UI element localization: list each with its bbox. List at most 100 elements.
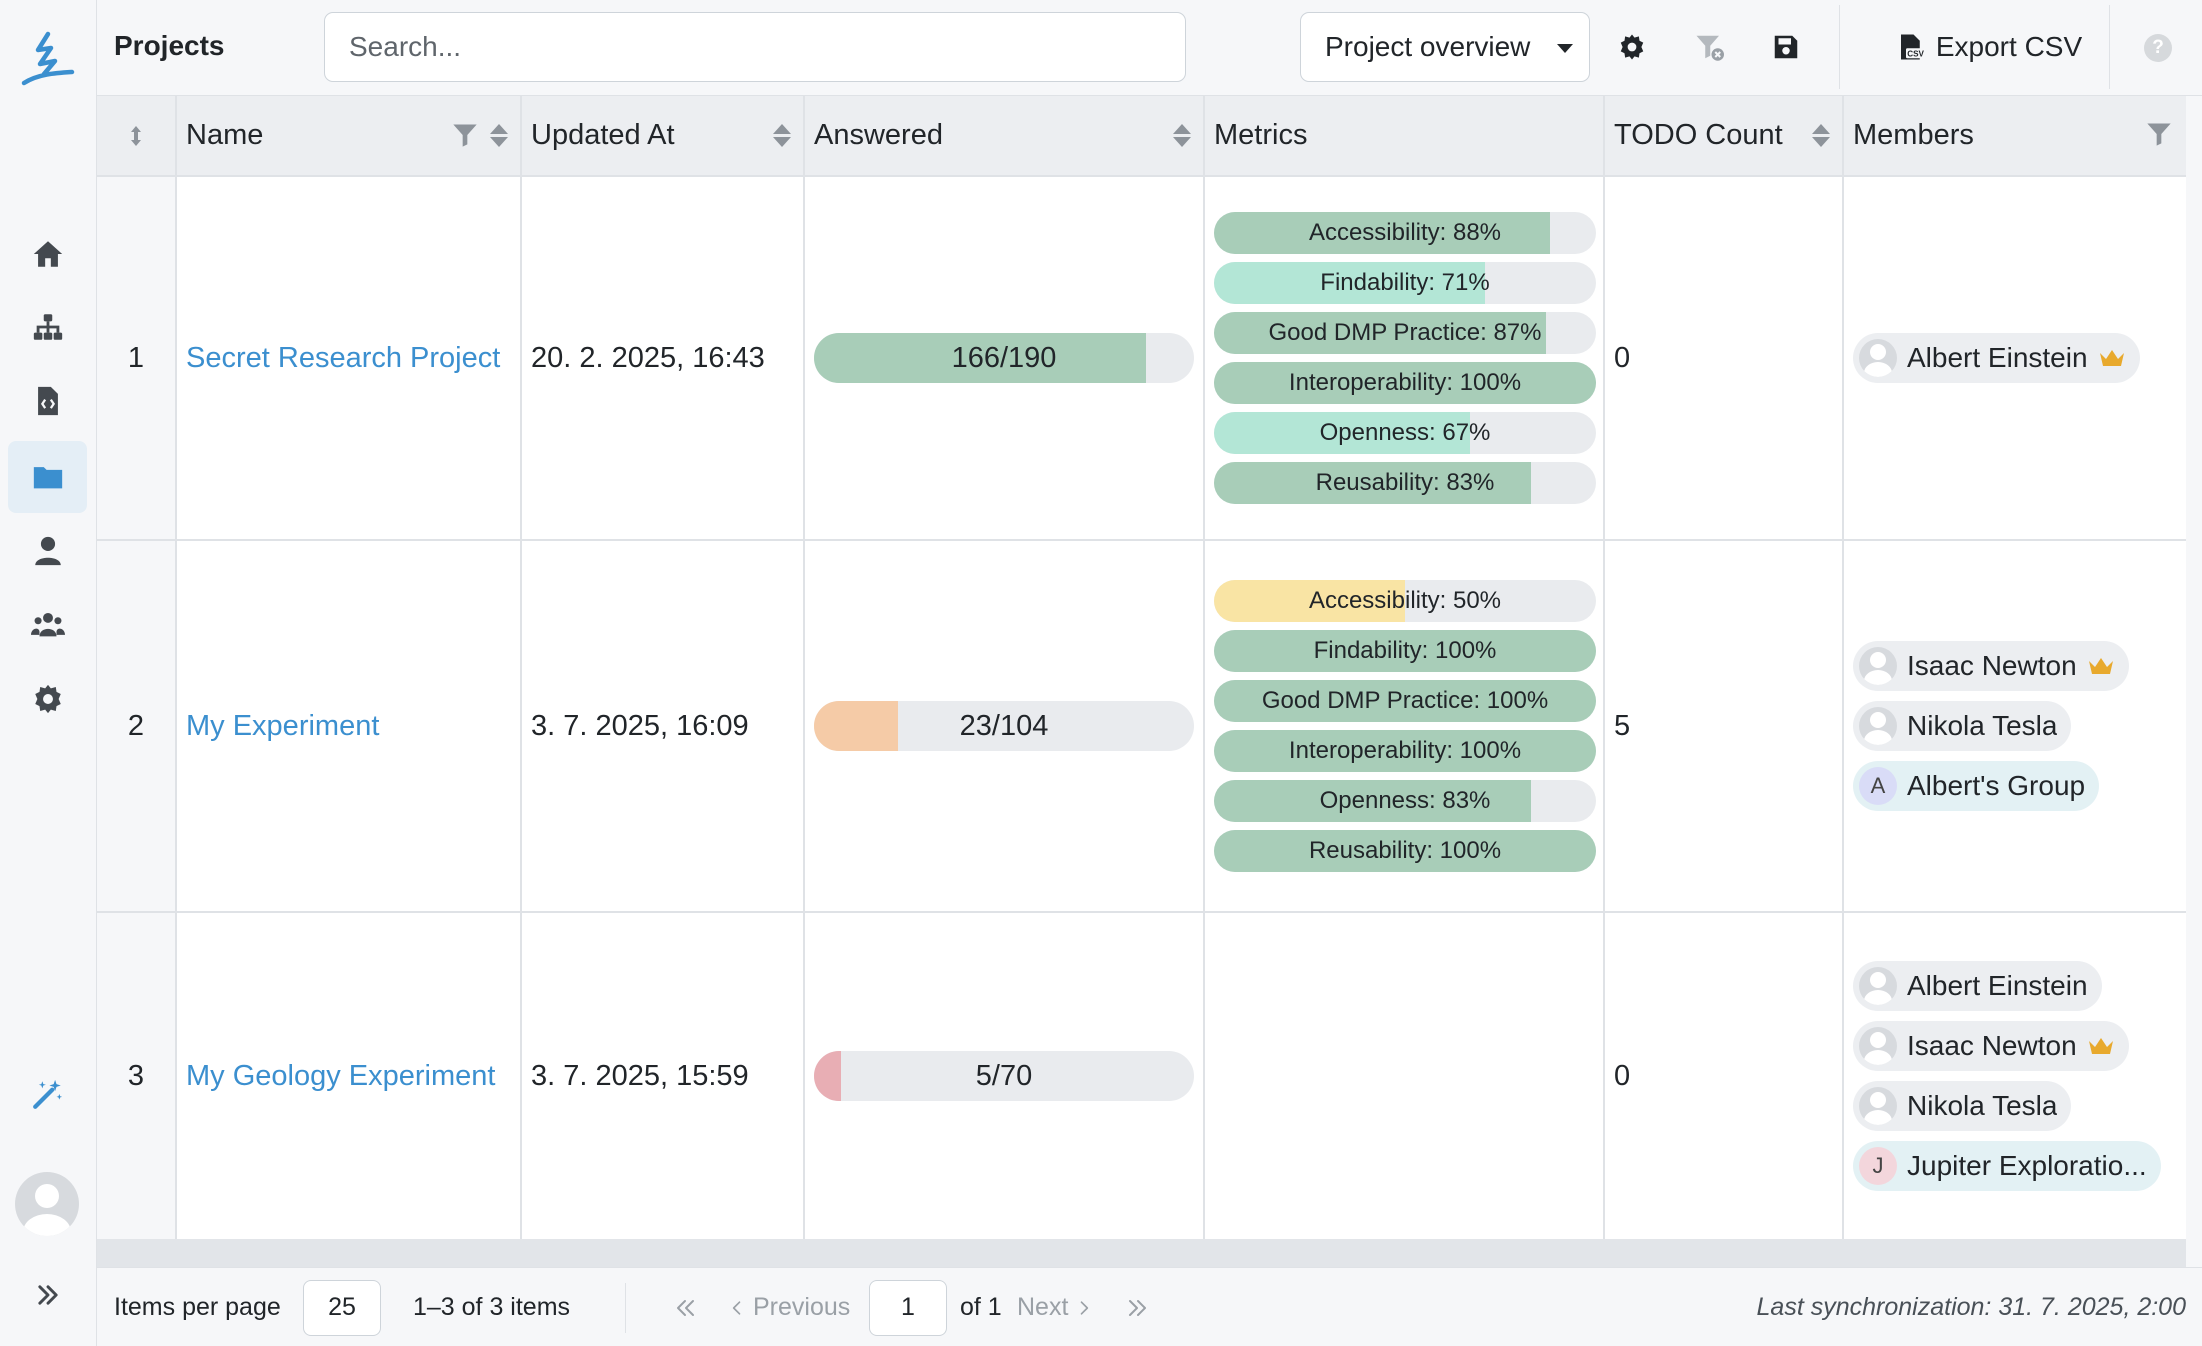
member-chip[interactable]: Nikola Tesla [1853,1081,2072,1131]
members-cell: Albert Einstein [1844,177,2186,539]
sidebar-item-documents[interactable] [8,365,87,437]
members-cell: Isaac Newton Nikola Tesla A Albert's Group [1844,541,2186,911]
top-bar: Projects Project overview CSV Export CSV… [97,0,2202,96]
user-avatar[interactable] [15,1172,79,1236]
help-icon[interactable]: ? [2144,34,2172,62]
member-avatar [1859,339,1897,377]
search-input[interactable] [324,12,1186,82]
sidebar-item-home[interactable] [8,218,87,290]
csv-file-icon: CSV [1900,34,1924,60]
column-header-updated-at[interactable]: Updated At [522,96,805,175]
save-view-button[interactable] [1763,24,1809,70]
member-name: Nikola Tesla [1907,1090,2058,1121]
metric-bar: Good DMP Practice: 87% [1214,312,1596,354]
row-index: 1 [97,177,177,539]
last-synchronization: Last synchronization: 31. 7. 2025, 2:00 [1756,1293,2186,1321]
toolbar-divider [2109,5,2110,89]
crown-icon [2088,1038,2113,1054]
project-link[interactable]: My Experiment [186,709,380,742]
horizontal-scrollbar[interactable] [97,1239,2186,1267]
expand-sidebar-icon[interactable] [28,1275,68,1315]
first-page-button[interactable] [674,1268,698,1346]
member-name: Isaac Newton [1907,1030,2077,1061]
projects-table: Name Updated At Answered Metrics TODO Co… [97,96,2186,1239]
members-list: Isaac Newton Nikola Tesla A Albert's Group [1853,641,2129,811]
member-chip[interactable]: Albert Einstein [1853,333,2140,383]
column-header-todo-count[interactable]: TODO Count [1605,96,1844,175]
page-number-input[interactable]: 1 [869,1279,947,1336]
crown-icon [2099,350,2124,366]
member-group-chip[interactable]: A Albert's Group [1853,761,2100,811]
chevron-down-icon [1557,44,1573,53]
index-column-header[interactable] [97,96,177,175]
gear-icon [1620,34,1644,60]
member-chip[interactable]: Isaac Newton [1853,1021,2129,1071]
answered-progress-label: 23/104 [959,709,1049,742]
users-icon [30,612,65,637]
sort-icon[interactable] [490,120,508,150]
metric-fill [1214,462,1532,504]
vertical-scrollbar[interactable] [2186,96,2202,1267]
metric-label: Reusability: 83% [1315,469,1495,496]
table-settings-button[interactable] [1609,24,1655,70]
clear-filters-button[interactable] [1686,24,1732,70]
previous-page-button[interactable]: Previous [727,1268,850,1346]
member-name: Isaac Newton [1907,650,2077,681]
sidebar-item-users[interactable] [8,515,87,587]
answered-progress-fill [814,701,898,751]
table-row: 2 My Experiment 3. 7. 2025, 16:09 23/104… [97,541,2186,913]
column-header-metrics[interactable]: Metrics [1205,96,1605,175]
column-header-members[interactable]: Members [1844,96,2186,175]
export-csv-label: Export CSV [1935,31,2083,62]
member-avatar [1859,967,1897,1005]
member-chip[interactable]: Nikola Tesla [1853,701,2072,751]
filter-icon[interactable] [450,121,480,149]
filter-clear-icon [1696,35,1724,61]
metric-bar: Good DMP Practice: 100% [1214,680,1596,722]
metric-label: Interoperability: 100% [1288,369,1522,396]
metric-bar: Accessibility: 88% [1214,212,1596,254]
sort-icon[interactable] [773,120,791,150]
app-logo[interactable] [18,28,78,90]
sort-icon[interactable] [1173,120,1191,150]
metric-fill [1214,362,1596,404]
member-name: Jupiter Exploratio... [1907,1150,2147,1181]
metric-fill [1214,680,1596,722]
answered-progress-fill [814,1051,841,1101]
total-pages: of 1 [960,1293,1002,1321]
items-range: 1–3 of 3 items [413,1293,571,1321]
row-index: 3 [97,913,177,1239]
filter-icon[interactable] [2144,120,2174,148]
metric-bar: Accessibility: 50% [1214,580,1596,622]
member-name: Nikola Tesla [1907,710,2058,741]
column-header-answered[interactable]: Answered [805,96,1205,175]
metric-fill [1214,730,1596,772]
sidebar-item-user-groups[interactable] [8,589,87,661]
metric-bar: Findability: 100% [1214,630,1596,672]
sort-icon[interactable] [1812,120,1830,150]
answered-cell: 5/70 [805,913,1205,1239]
member-group-chip[interactable]: J Jupiter Exploratio... [1853,1141,2161,1191]
member-avatar [1859,647,1897,685]
last-page-button[interactable] [1125,1268,1149,1346]
member-chip[interactable]: Albert Einstein [1853,961,2102,1011]
project-link[interactable]: My Geology Experiment [186,1059,496,1092]
sidebar-item-settings[interactable] [8,663,87,735]
user-icon [34,536,61,566]
metric-label: Interoperability: 100% [1288,737,1522,764]
view-select[interactable]: Project overview [1300,12,1590,82]
members-list: Albert Einstein [1853,333,2140,383]
member-chip[interactable]: Isaac Newton [1853,641,2129,691]
project-link[interactable]: Secret Research Project [186,341,501,374]
group-avatar: J [1859,1147,1897,1185]
next-page-button[interactable]: Next [1017,1268,1094,1346]
pagination-bar: Items per page 25 1–3 of 3 items Previou… [97,1267,2202,1346]
column-header-name[interactable]: Name [177,96,522,175]
items-per-page-select[interactable]: 25 [303,1279,381,1336]
export-csv-button[interactable]: CSV Export CSV [1875,12,2103,82]
sidebar-item-projects[interactable] [8,441,87,513]
sidebar-item-ai-assistant[interactable] [8,1058,87,1130]
group-avatar: A [1859,767,1897,805]
metrics-list: Accessibility: 88% Findability: 71% Good D… [1214,212,1596,504]
sidebar-item-knowledge-models[interactable] [8,291,87,363]
